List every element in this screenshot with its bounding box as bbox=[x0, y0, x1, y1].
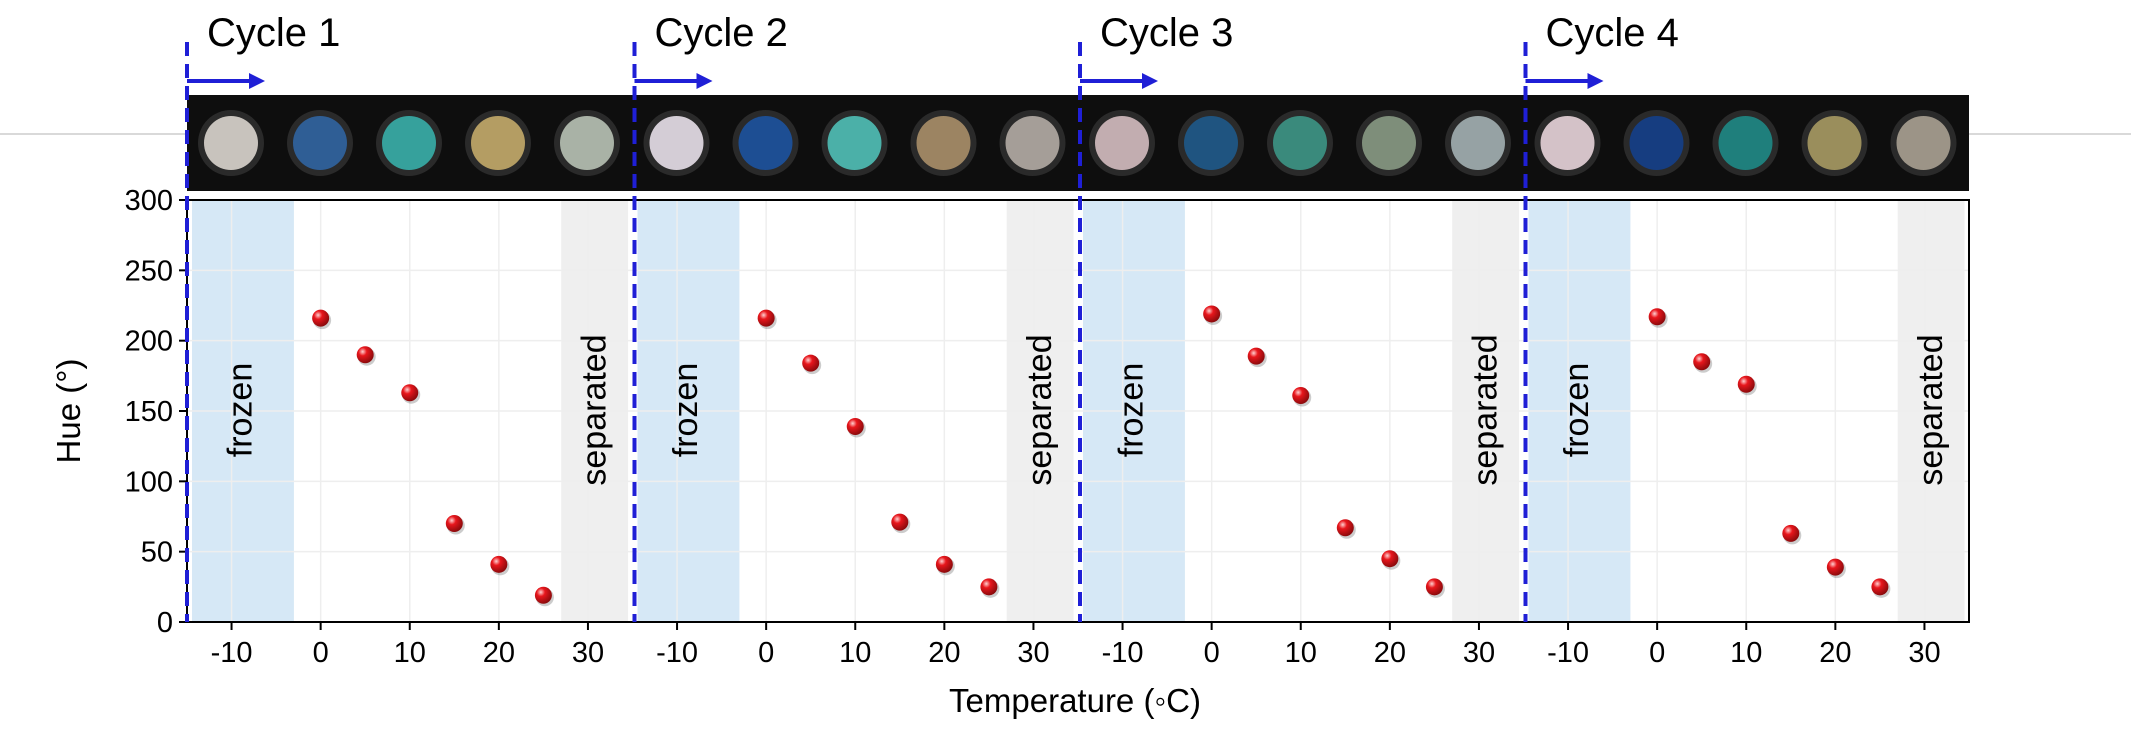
separated-label: separated bbox=[1912, 334, 1950, 485]
data-point bbox=[356, 346, 376, 366]
data-point bbox=[534, 586, 554, 607]
zone-labels: frozen separated frozen separated frozen sepa… bbox=[221, 334, 1950, 485]
sample-swatch bbox=[649, 116, 704, 170]
data-point bbox=[312, 309, 332, 330]
data-point bbox=[891, 513, 911, 534]
x-tick-label: 30 bbox=[1908, 637, 1940, 669]
x-tick-label: 0 bbox=[758, 637, 774, 669]
sample-swatch bbox=[1807, 116, 1862, 170]
cycle-arrowhead bbox=[249, 73, 265, 89]
x-tick-label: -10 bbox=[211, 637, 253, 669]
sample-swatch bbox=[1005, 116, 1060, 170]
data-point bbox=[757, 309, 777, 330]
y-tick-label: 100 bbox=[125, 466, 173, 498]
sample-swatch bbox=[1629, 116, 1684, 170]
data-point bbox=[935, 555, 955, 576]
frozen-label: frozen bbox=[221, 363, 259, 458]
data-point bbox=[1693, 353, 1713, 373]
data-points bbox=[312, 305, 1891, 607]
sample-swatch bbox=[916, 116, 971, 170]
sample-swatch bbox=[1451, 116, 1505, 170]
x-tick-label: 20 bbox=[1819, 637, 1851, 669]
y-axis-label: Hue (°) bbox=[50, 359, 87, 464]
data-point bbox=[1336, 519, 1356, 539]
y-tick-label: 200 bbox=[125, 326, 173, 358]
sample-swatch bbox=[827, 116, 882, 170]
data-point bbox=[490, 555, 510, 576]
cycle-label: Cycle 4 bbox=[1546, 11, 1679, 55]
data-point bbox=[1247, 347, 1267, 368]
sample-swatch bbox=[1273, 116, 1327, 170]
sample-strip bbox=[198, 110, 1957, 176]
x-tick-label: 10 bbox=[1285, 637, 1317, 669]
sample-swatch bbox=[382, 116, 436, 170]
data-point bbox=[1782, 524, 1802, 545]
sample-swatch bbox=[293, 116, 347, 170]
x-tick-label: 30 bbox=[1017, 637, 1049, 669]
x-axis-label: Temperature (◦C) bbox=[949, 682, 1201, 719]
cycle-label: Cycle 1 bbox=[207, 11, 340, 55]
data-point bbox=[802, 354, 822, 375]
x-tick-label: 0 bbox=[1649, 637, 1665, 669]
separated-label: separated bbox=[1021, 334, 1059, 485]
y-tick-label: 0 bbox=[157, 607, 173, 639]
sample-swatch bbox=[1896, 116, 1951, 170]
x-tick-label: 20 bbox=[928, 637, 960, 669]
data-point bbox=[1737, 375, 1757, 396]
data-point bbox=[1871, 578, 1891, 598]
x-tick-label: -10 bbox=[656, 637, 698, 669]
data-point bbox=[401, 384, 421, 404]
sample-swatch bbox=[1184, 116, 1238, 170]
x-axis: -10 0 10 20 30 -10 0 10 20 30 -10 0 10 20 30 -10 0 10 20 30 bbox=[211, 622, 1941, 669]
data-point bbox=[1648, 308, 1668, 328]
sample-swatch bbox=[1095, 116, 1149, 170]
cycle-markers: Cycle 1 Cycle 2 Cycle 3 Cycle 4 bbox=[185, 11, 1679, 622]
cycle-arrowhead bbox=[1587, 73, 1604, 89]
x-tick-label: 30 bbox=[572, 637, 604, 669]
sample-swatch bbox=[204, 116, 258, 170]
y-axis: 0 50 100 150 200 250 300 bbox=[125, 185, 187, 639]
data-point bbox=[1292, 387, 1312, 407]
x-tick-label: 20 bbox=[483, 637, 515, 669]
x-tick-label: -10 bbox=[1102, 637, 1144, 669]
cycle-label: Cycle 3 bbox=[1100, 11, 1233, 55]
cycle-arrowhead bbox=[696, 73, 713, 89]
x-tick-label: 10 bbox=[1730, 637, 1762, 669]
cycle-label: Cycle 2 bbox=[655, 11, 788, 55]
y-tick-label: 150 bbox=[125, 396, 173, 428]
y-tick-label: 300 bbox=[125, 185, 173, 217]
x-tick-label: 20 bbox=[1374, 637, 1406, 669]
x-tick-label: 30 bbox=[1463, 637, 1495, 669]
data-point bbox=[1203, 305, 1223, 325]
cycle-arrowhead bbox=[1142, 73, 1158, 89]
y-tick-label: 50 bbox=[141, 537, 173, 569]
frozen-label: frozen bbox=[667, 363, 705, 458]
x-tick-label: -10 bbox=[1547, 637, 1589, 669]
sample-swatch bbox=[738, 116, 793, 170]
data-point bbox=[1425, 578, 1445, 598]
x-tick-label: 0 bbox=[1204, 637, 1220, 669]
y-tick-label: 250 bbox=[125, 255, 173, 287]
sample-swatch bbox=[1718, 116, 1773, 170]
separated-label: separated bbox=[576, 334, 614, 485]
frozen-label: frozen bbox=[1558, 363, 1596, 458]
data-point bbox=[1381, 550, 1401, 570]
separated-label: separated bbox=[1467, 334, 1505, 485]
sample-swatch bbox=[1362, 116, 1416, 170]
data-point bbox=[1826, 558, 1846, 579]
sample-swatch bbox=[560, 116, 614, 170]
x-tick-label: 10 bbox=[839, 637, 871, 669]
data-point bbox=[980, 578, 1000, 598]
x-tick-label: 0 bbox=[313, 637, 329, 669]
sample-swatch bbox=[1540, 116, 1595, 170]
x-tick-label: 10 bbox=[394, 637, 426, 669]
frozen-label: frozen bbox=[1112, 363, 1150, 458]
data-point bbox=[846, 417, 866, 438]
data-point bbox=[445, 515, 465, 535]
sample-swatch bbox=[471, 116, 525, 170]
